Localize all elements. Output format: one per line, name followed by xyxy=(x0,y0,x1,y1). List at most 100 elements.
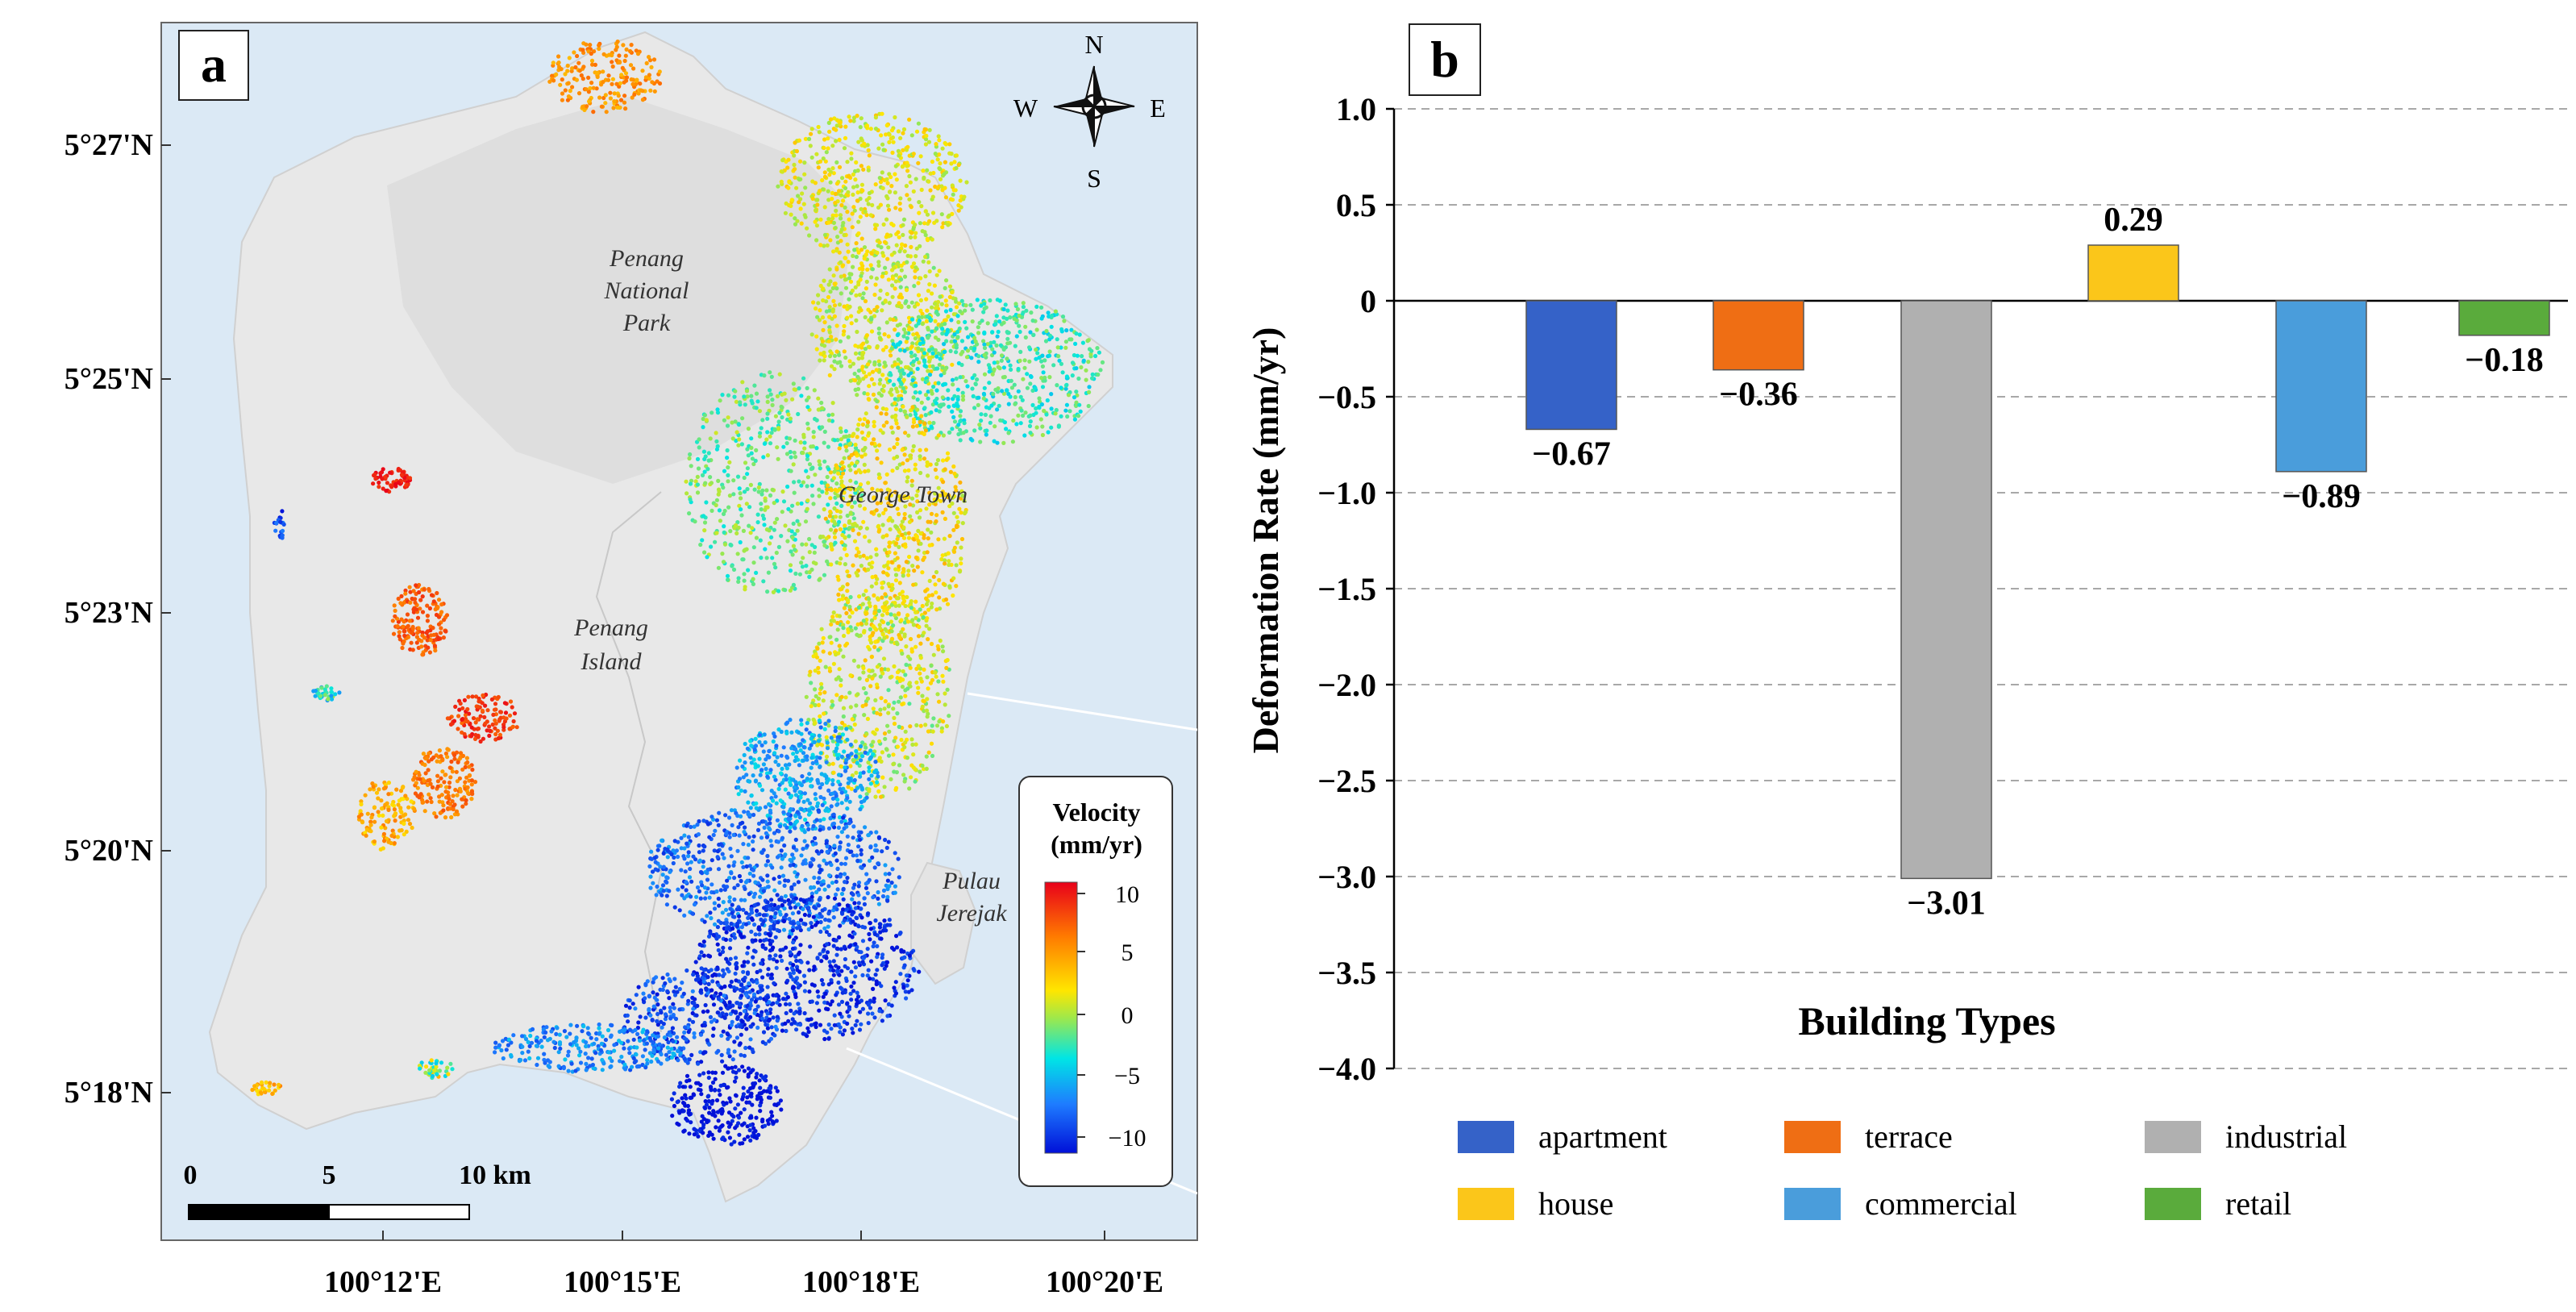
velocity-point xyxy=(853,942,858,947)
velocity-point xyxy=(839,694,844,699)
velocity-point xyxy=(892,265,897,270)
velocity-point xyxy=(880,406,885,411)
velocity-point xyxy=(752,891,758,896)
velocity-point xyxy=(855,198,859,203)
velocity-point xyxy=(893,279,898,284)
velocity-point xyxy=(876,391,881,396)
velocity-point xyxy=(866,833,871,838)
velocity-point xyxy=(836,779,841,785)
velocity-point xyxy=(872,419,876,424)
velocity-point xyxy=(785,756,790,760)
velocity-point xyxy=(811,502,816,506)
velocity-point xyxy=(825,483,830,488)
velocity-point xyxy=(737,437,742,442)
velocity-point xyxy=(702,456,707,462)
velocity-point xyxy=(858,470,863,475)
velocity-point xyxy=(916,321,921,326)
velocity-point xyxy=(905,164,909,169)
velocity-point xyxy=(925,616,930,621)
velocity-point xyxy=(839,830,844,835)
velocity-point xyxy=(920,229,925,234)
velocity-point xyxy=(765,873,770,878)
velocity-point xyxy=(857,417,862,422)
velocity-point xyxy=(792,480,797,485)
velocity-point xyxy=(815,956,820,961)
velocity-point xyxy=(863,750,868,756)
velocity-point xyxy=(805,960,810,965)
velocity-point xyxy=(930,391,934,396)
velocity-point xyxy=(720,910,725,915)
velocity-point xyxy=(930,601,934,606)
velocity-point xyxy=(856,486,861,491)
velocity-point xyxy=(934,388,939,393)
velocity-point xyxy=(811,717,816,722)
velocity-point xyxy=(863,437,868,442)
velocity-point xyxy=(738,400,743,405)
velocity-point xyxy=(904,299,909,304)
velocity-point xyxy=(920,704,925,709)
velocity-point xyxy=(920,322,925,327)
velocity-point xyxy=(875,399,880,404)
velocity-point xyxy=(805,484,809,489)
velocity-point xyxy=(917,210,922,215)
velocity-point xyxy=(861,685,866,691)
velocity-point xyxy=(830,761,835,766)
velocity-point xyxy=(864,885,869,890)
velocity-point xyxy=(693,960,698,964)
velocity-point xyxy=(870,560,875,565)
velocity-point xyxy=(758,968,763,973)
velocity-point xyxy=(824,760,829,764)
velocity-point xyxy=(824,309,829,314)
velocity-point xyxy=(744,547,749,552)
velocity-point xyxy=(917,969,922,974)
velocity-point xyxy=(772,561,777,567)
velocity-point xyxy=(770,398,775,402)
velocity-point xyxy=(889,945,895,950)
velocity-point xyxy=(849,849,854,854)
velocity-point xyxy=(934,354,939,359)
velocity-point xyxy=(788,825,793,830)
velocity-point xyxy=(834,213,839,218)
velocity-point xyxy=(958,409,963,414)
velocity-point xyxy=(883,481,888,485)
velocity-point xyxy=(854,770,859,775)
velocity-point xyxy=(809,894,814,899)
velocity-point xyxy=(919,400,924,405)
velocity-point xyxy=(893,601,897,606)
velocity-point xyxy=(918,448,922,452)
velocity-point xyxy=(818,462,822,467)
velocity-point xyxy=(1064,328,1069,333)
velocity-point xyxy=(867,777,872,781)
velocity-point xyxy=(814,759,819,764)
velocity-point xyxy=(880,893,886,899)
velocity-point xyxy=(880,142,885,147)
velocity-point xyxy=(793,954,798,959)
velocity-point xyxy=(847,297,851,302)
velocity-point xyxy=(721,560,726,564)
velocity-point xyxy=(850,225,855,230)
velocity-point xyxy=(843,277,847,282)
velocity-point xyxy=(837,189,842,194)
velocity-point xyxy=(831,915,836,920)
velocity-point xyxy=(740,764,745,769)
velocity-point xyxy=(1064,402,1069,407)
velocity-point xyxy=(726,577,730,582)
velocity-point xyxy=(841,263,846,268)
velocity-point xyxy=(781,444,786,449)
velocity-point xyxy=(648,874,653,879)
velocity-point xyxy=(843,179,848,184)
velocity-point xyxy=(874,368,879,373)
velocity-point xyxy=(851,658,856,663)
velocity-point xyxy=(915,407,920,412)
velocity-point xyxy=(759,743,764,748)
velocity-point xyxy=(796,902,801,907)
velocity-point xyxy=(993,424,997,429)
velocity-point xyxy=(715,407,720,412)
velocity-point xyxy=(859,906,864,911)
velocity-point xyxy=(765,879,770,884)
velocity-point xyxy=(774,743,779,748)
velocity-point xyxy=(925,714,930,719)
velocity-point xyxy=(845,737,850,742)
velocity-point xyxy=(773,760,778,764)
velocity-point xyxy=(915,366,920,371)
